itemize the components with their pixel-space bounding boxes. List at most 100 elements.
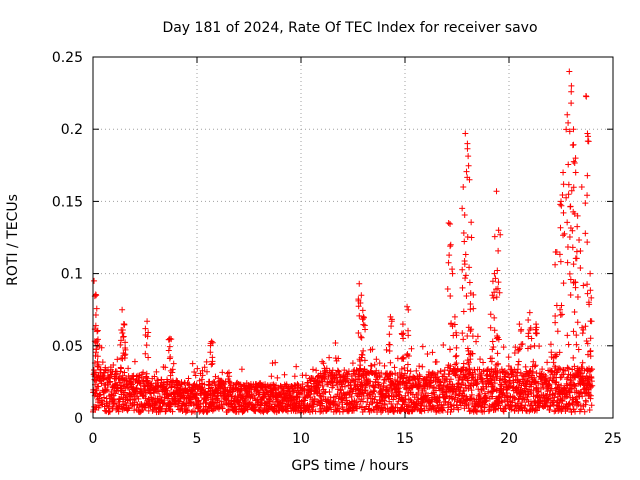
data-point <box>358 351 365 358</box>
data-point <box>99 359 106 366</box>
data-point <box>166 343 173 350</box>
data-point <box>470 374 477 381</box>
y-tick-label: 0.05 <box>52 339 83 355</box>
data-point <box>588 318 595 325</box>
data-point <box>356 312 363 319</box>
data-point <box>483 383 490 390</box>
data-point <box>568 384 575 391</box>
data-point <box>356 280 363 287</box>
data-point <box>552 313 559 320</box>
data-point <box>344 371 351 378</box>
data-point <box>465 162 472 169</box>
data-point <box>165 347 172 354</box>
data-point <box>459 330 466 337</box>
data-point <box>387 359 394 366</box>
data-point <box>360 321 367 328</box>
data-point <box>394 400 401 407</box>
data-point <box>219 369 226 376</box>
data-point <box>226 373 233 380</box>
data-point <box>122 345 129 352</box>
data-point <box>121 355 128 362</box>
data-point <box>470 305 477 312</box>
data-point <box>440 402 447 409</box>
data-point <box>574 294 581 301</box>
data-point <box>531 342 538 349</box>
data-point <box>424 351 431 358</box>
data-point <box>537 398 544 405</box>
data-point <box>490 371 497 378</box>
data-point <box>544 396 551 403</box>
y-tick-label: 0.2 <box>61 122 83 138</box>
data-point <box>495 336 502 343</box>
data-point <box>470 291 477 298</box>
data-point <box>452 371 459 378</box>
data-point <box>376 360 383 367</box>
data-point <box>559 311 566 318</box>
data-point <box>102 364 109 371</box>
data-point <box>356 365 363 372</box>
data-point <box>552 249 559 256</box>
data-point <box>557 366 564 373</box>
data-point <box>522 407 529 414</box>
x-tick-label: 20 <box>500 431 518 447</box>
data-point <box>138 401 145 408</box>
data-point <box>369 346 376 353</box>
data-point <box>515 361 522 368</box>
data-point <box>462 272 469 279</box>
data-point <box>209 354 216 361</box>
data-point <box>120 350 127 357</box>
data-point <box>469 350 476 357</box>
data-point <box>492 275 499 282</box>
data-point <box>532 362 539 369</box>
data-point <box>392 404 399 411</box>
data-point <box>467 300 474 307</box>
data-point <box>511 394 518 401</box>
data-point <box>104 402 111 409</box>
data-point <box>94 399 101 406</box>
data-point <box>478 403 485 410</box>
data-point <box>208 384 215 391</box>
data-point <box>522 363 529 370</box>
data-point <box>544 388 551 395</box>
data-point <box>554 328 561 335</box>
data-point <box>400 335 407 342</box>
data-point <box>211 379 218 386</box>
data-point <box>565 191 572 198</box>
data-point <box>145 354 152 361</box>
data-point <box>476 396 483 403</box>
data-point <box>552 319 559 326</box>
data-point <box>371 387 378 394</box>
data-point <box>95 383 102 390</box>
data-point <box>465 377 472 384</box>
data-point <box>567 292 574 299</box>
data-point <box>166 355 173 362</box>
data-point <box>357 333 364 340</box>
data-point <box>471 377 478 384</box>
data-point <box>567 276 574 283</box>
data-point <box>498 398 505 405</box>
data-point <box>588 384 595 391</box>
data-point <box>91 277 98 284</box>
data-point <box>453 329 460 336</box>
data-point <box>164 387 171 394</box>
data-point <box>404 351 411 358</box>
data-point <box>587 335 594 342</box>
data-point <box>586 301 593 308</box>
data-point <box>248 391 255 398</box>
data-point <box>360 393 367 400</box>
data-point <box>532 326 539 333</box>
data-point <box>557 224 564 231</box>
data-point <box>464 332 471 339</box>
data-point <box>399 331 406 338</box>
data-point <box>515 396 522 403</box>
data-point <box>274 374 281 381</box>
data-point <box>525 330 532 337</box>
data-point <box>335 355 342 362</box>
y-tick-label: 0 <box>74 411 83 427</box>
data-point <box>418 408 425 415</box>
data-point <box>349 360 356 367</box>
data-point <box>332 340 339 347</box>
data-point <box>460 183 467 190</box>
data-point <box>511 350 518 357</box>
data-point <box>466 351 473 358</box>
